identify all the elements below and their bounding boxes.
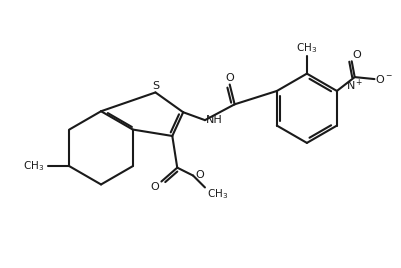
Text: O$^-$: O$^-$ <box>375 73 393 85</box>
Text: CH$_3$: CH$_3$ <box>296 41 318 55</box>
Text: S: S <box>152 81 159 91</box>
Text: O: O <box>195 170 204 180</box>
Text: O: O <box>353 50 361 60</box>
Text: N$^+$: N$^+$ <box>346 78 363 93</box>
Text: NH: NH <box>206 115 223 125</box>
Text: O: O <box>225 73 234 83</box>
Text: O: O <box>151 183 160 192</box>
Text: CH$_3$: CH$_3$ <box>207 187 228 201</box>
Text: CH$_3$: CH$_3$ <box>23 159 45 173</box>
